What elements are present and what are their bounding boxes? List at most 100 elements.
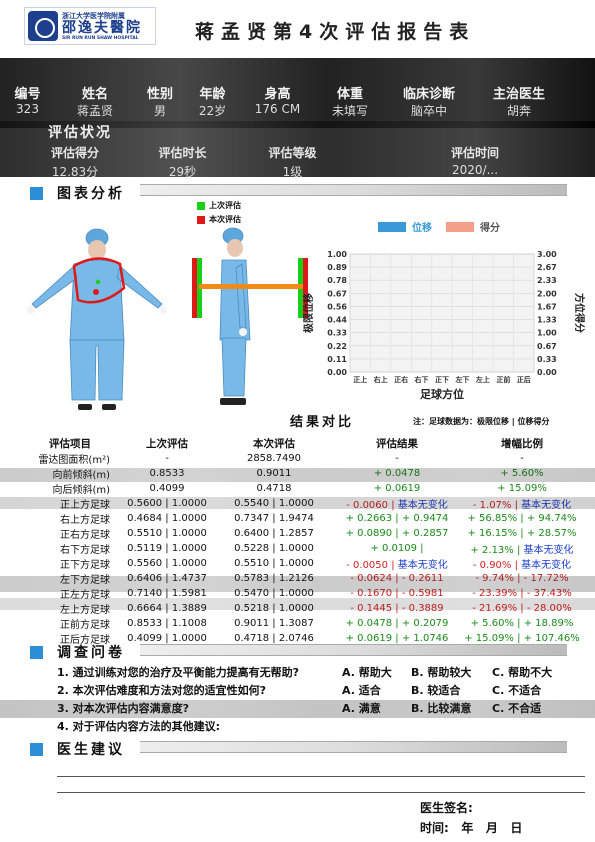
scan-streak [0,598,595,610]
survey-option-a[interactable]: A. 帮助大 [342,666,392,679]
patient-info-band [0,58,595,128]
row-now-value: 0.5218 | 1.0000 [234,603,314,614]
y-left-tick: 0.56 [327,302,347,311]
row-ratio-part-a: - 9.74% | [475,573,524,584]
row-now-value: 2858.7490 [246,453,302,464]
patient-values-row: 323 蒋孟贤 男 22岁 176 CM 未填写 脑卒中 胡奔 [0,102,595,119]
row-item-name: 正后方足球 [60,635,110,646]
row-result: - 0.0060 | 基本无变化 [332,496,462,511]
row-ratio-part-b: + 28.57% [526,528,577,539]
value-id: 323 [16,102,39,116]
row-ratio: + 5.60% | + 18.89% [462,616,582,631]
hospital-seal-icon [28,11,58,41]
legend-last-label: 上次评估 [209,201,241,210]
survey-option-a[interactable]: A. 满意 [342,702,381,715]
section-divider [140,644,567,656]
y-left-tick: 0.33 [327,329,347,338]
logo-top-text: 浙江大学医学院附属 [62,12,125,20]
label-age: 年龄 [199,87,226,102]
label-id: 编号 [14,87,41,102]
row-ratio-part-b: + 94.74% [526,513,577,524]
table-row: 左上方足球 0.6664 | 1.3889 0.5218 | 1.0000 - 0.1… [22,601,582,616]
x-tick: 左下 [454,375,469,384]
assessment-labels-row: 评估得分 评估时长 评估等级 评估时间 [0,144,595,161]
row-result: + 0.0890 | + 0.2857 [332,526,462,541]
row-now-value: 0.7347 | 1.9474 [234,513,314,524]
row-item-name: 向前倾斜(m) [52,470,110,481]
row-now-value: 0.5470 | 1.0000 [234,588,314,599]
row-now-value: 0.4718 | 2.0746 [234,633,314,644]
row-last-value: 0.5119 | 1.0000 [127,543,207,554]
front-posture-figure [27,228,167,410]
row-result-part-a: - 0.1445 | [350,603,402,614]
survey-section-title: 调查问卷 [30,642,125,662]
row-ratio: + 15.09% | + 107.46% [462,631,582,646]
table-row: 正左方足球 0.7140 | 1.5981 0.5470 | 1.0000 - 0.1… [22,586,582,601]
results-title: 结果对比 [290,415,355,430]
row-ratio: - 21.69% | - 28.00% [462,601,582,616]
row-result-part-a: - 0.0050 | [346,560,398,571]
legend-score-label: 得分 [480,223,500,234]
row-ratio: - 23.39% | - 37.43% [462,586,582,601]
chart-section-title: 图表分析 [30,183,125,203]
survey-option-b[interactable]: B. 帮助较大 [411,666,472,679]
table-row: 向后倾斜(m) 0.4099 0.4718 + 0.0619 + 15.09% [22,481,582,496]
row-item-name: 正右方足球 [60,530,110,541]
label-doctor: 主治医生 [492,87,545,102]
survey-option-c[interactable]: C. 不适合 [492,684,542,697]
assessment-values-row: 12.83分 29秒 1级 2020/... [0,163,595,180]
row-ratio: + 15.09% [497,483,547,494]
chart-section-heading: 图表分析 [57,186,125,202]
y-right-tick: 0.00 [537,368,557,377]
logo-main-text: 邵逸夫醫院 [62,20,142,36]
row-result: + 0.0478 | + 0.2079 [332,616,462,631]
row-ratio: - [520,453,524,464]
y-left-tick: 0.67 [327,289,347,298]
x-tick: 正下 [435,376,449,384]
y-right-tick: 3.00 [537,250,557,259]
value-doctor: 胡奔 [506,104,531,118]
survey-option-c[interactable]: C. 不合适 [492,702,542,715]
row-item-name: 正下方足球 [60,560,110,571]
label-grade: 评估等级 [268,146,317,160]
legend-this-swatch [197,215,205,224]
survey-option-b[interactable]: B. 较适合 [411,684,461,697]
row-ratio-part-a: - 0.90% | [472,560,522,571]
col-last: 上次评估 [146,438,188,450]
y-right-axis-label: 方位得分 [573,293,585,333]
section-marker-icon [30,186,43,200]
legend-displacement-swatch [378,221,406,232]
y-right-tick: 0.67 [537,342,557,351]
patient-labels-row: 编号 姓名 性别 年龄 身高 体重 临床诊断 主治医生 [0,83,595,102]
survey-option-a[interactable]: A. 适合 [342,684,381,697]
row-ratio-part-b: 基本无变化 [521,560,572,571]
row-last-value: - [165,453,169,464]
legend-last-swatch [197,201,205,210]
direction-bar-chart: 1.00 3.00 0.89 2.67 0.78 2.33 0.67 2.00 0.56 1.67… [302,250,585,401]
row-now-value: 0.5510 | 1.0000 [234,558,314,569]
scan-streak [0,497,595,509]
row-ratio-part-b: + 107.46% [523,633,580,644]
row-ratio-part-a: + 15.09% | [464,633,524,644]
value-age: 22岁 [198,104,227,118]
row-ratio-part-b: + 18.89% [523,618,574,629]
table-row: 雷达图面积(m²) - 2858.7490 - - [22,451,582,466]
row-ratio-part-a: + 2.13% | [470,545,524,556]
scan-streak [0,468,595,482]
row-result: - 0.1445 | - 0.3889 [332,601,462,616]
survey-option-b[interactable]: B. 比较满意 [411,702,472,715]
x-tick: 右上 [373,375,388,384]
row-now-value: 0.5228 | 1.0000 [234,543,314,554]
row-ratio: + 16.15% | + 28.57% [462,526,582,541]
row-item-name: 左下方足球 [60,575,110,586]
row-ratio-part-a: + 16.15% | [467,528,527,539]
row-ratio-part-a: + 56.85% | [467,513,527,524]
row-item-name: 左上方足球 [60,605,110,616]
row-item-name: 右上方足球 [60,515,110,526]
x-tick: 左上 [475,375,490,384]
value-diagnosis: 脑卒中 [410,104,447,118]
row-result: + 0.0109 | [332,541,462,556]
table-row: 向前倾斜(m) 0.8533 0.9011 + 0.0478 + 5.60% [22,466,582,481]
survey-option-c[interactable]: C. 帮助不大 [492,666,553,679]
y-right-tick: 1.67 [537,302,557,311]
